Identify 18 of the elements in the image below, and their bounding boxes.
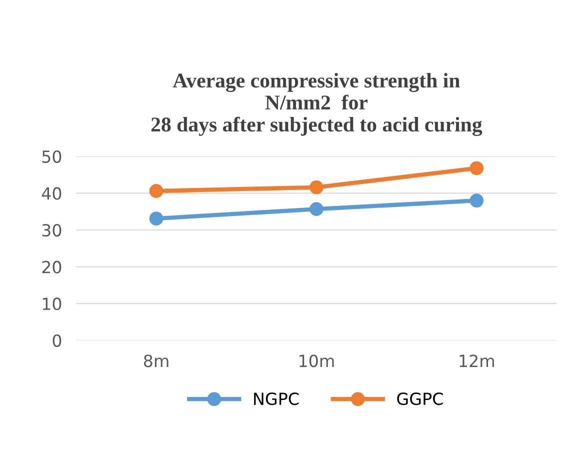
x-tick-label: 8m	[144, 354, 168, 368]
point	[470, 194, 484, 208]
y-tick-label: 20	[42, 260, 62, 274]
x-tick-label: 10m	[300, 354, 334, 368]
y-tick-label: 30	[42, 224, 62, 237]
y-tick-label: 0	[52, 334, 62, 347]
point	[149, 184, 164, 198]
point	[470, 161, 484, 176]
point	[309, 202, 324, 216]
point	[149, 212, 164, 226]
chart-title: Average compressive strength in N/mm2 for 28 days after subjected to acid curing	[151, 72, 482, 136]
y-tick-label: 50	[42, 150, 62, 163]
y-tick-label: 10	[42, 298, 62, 310]
legend-label: NGPC	[254, 392, 299, 406]
x-tick-label: 12m	[460, 354, 494, 367]
point	[309, 180, 324, 194]
y-tick-label: 40	[42, 187, 62, 200]
legend-label: GGPC	[397, 392, 443, 406]
